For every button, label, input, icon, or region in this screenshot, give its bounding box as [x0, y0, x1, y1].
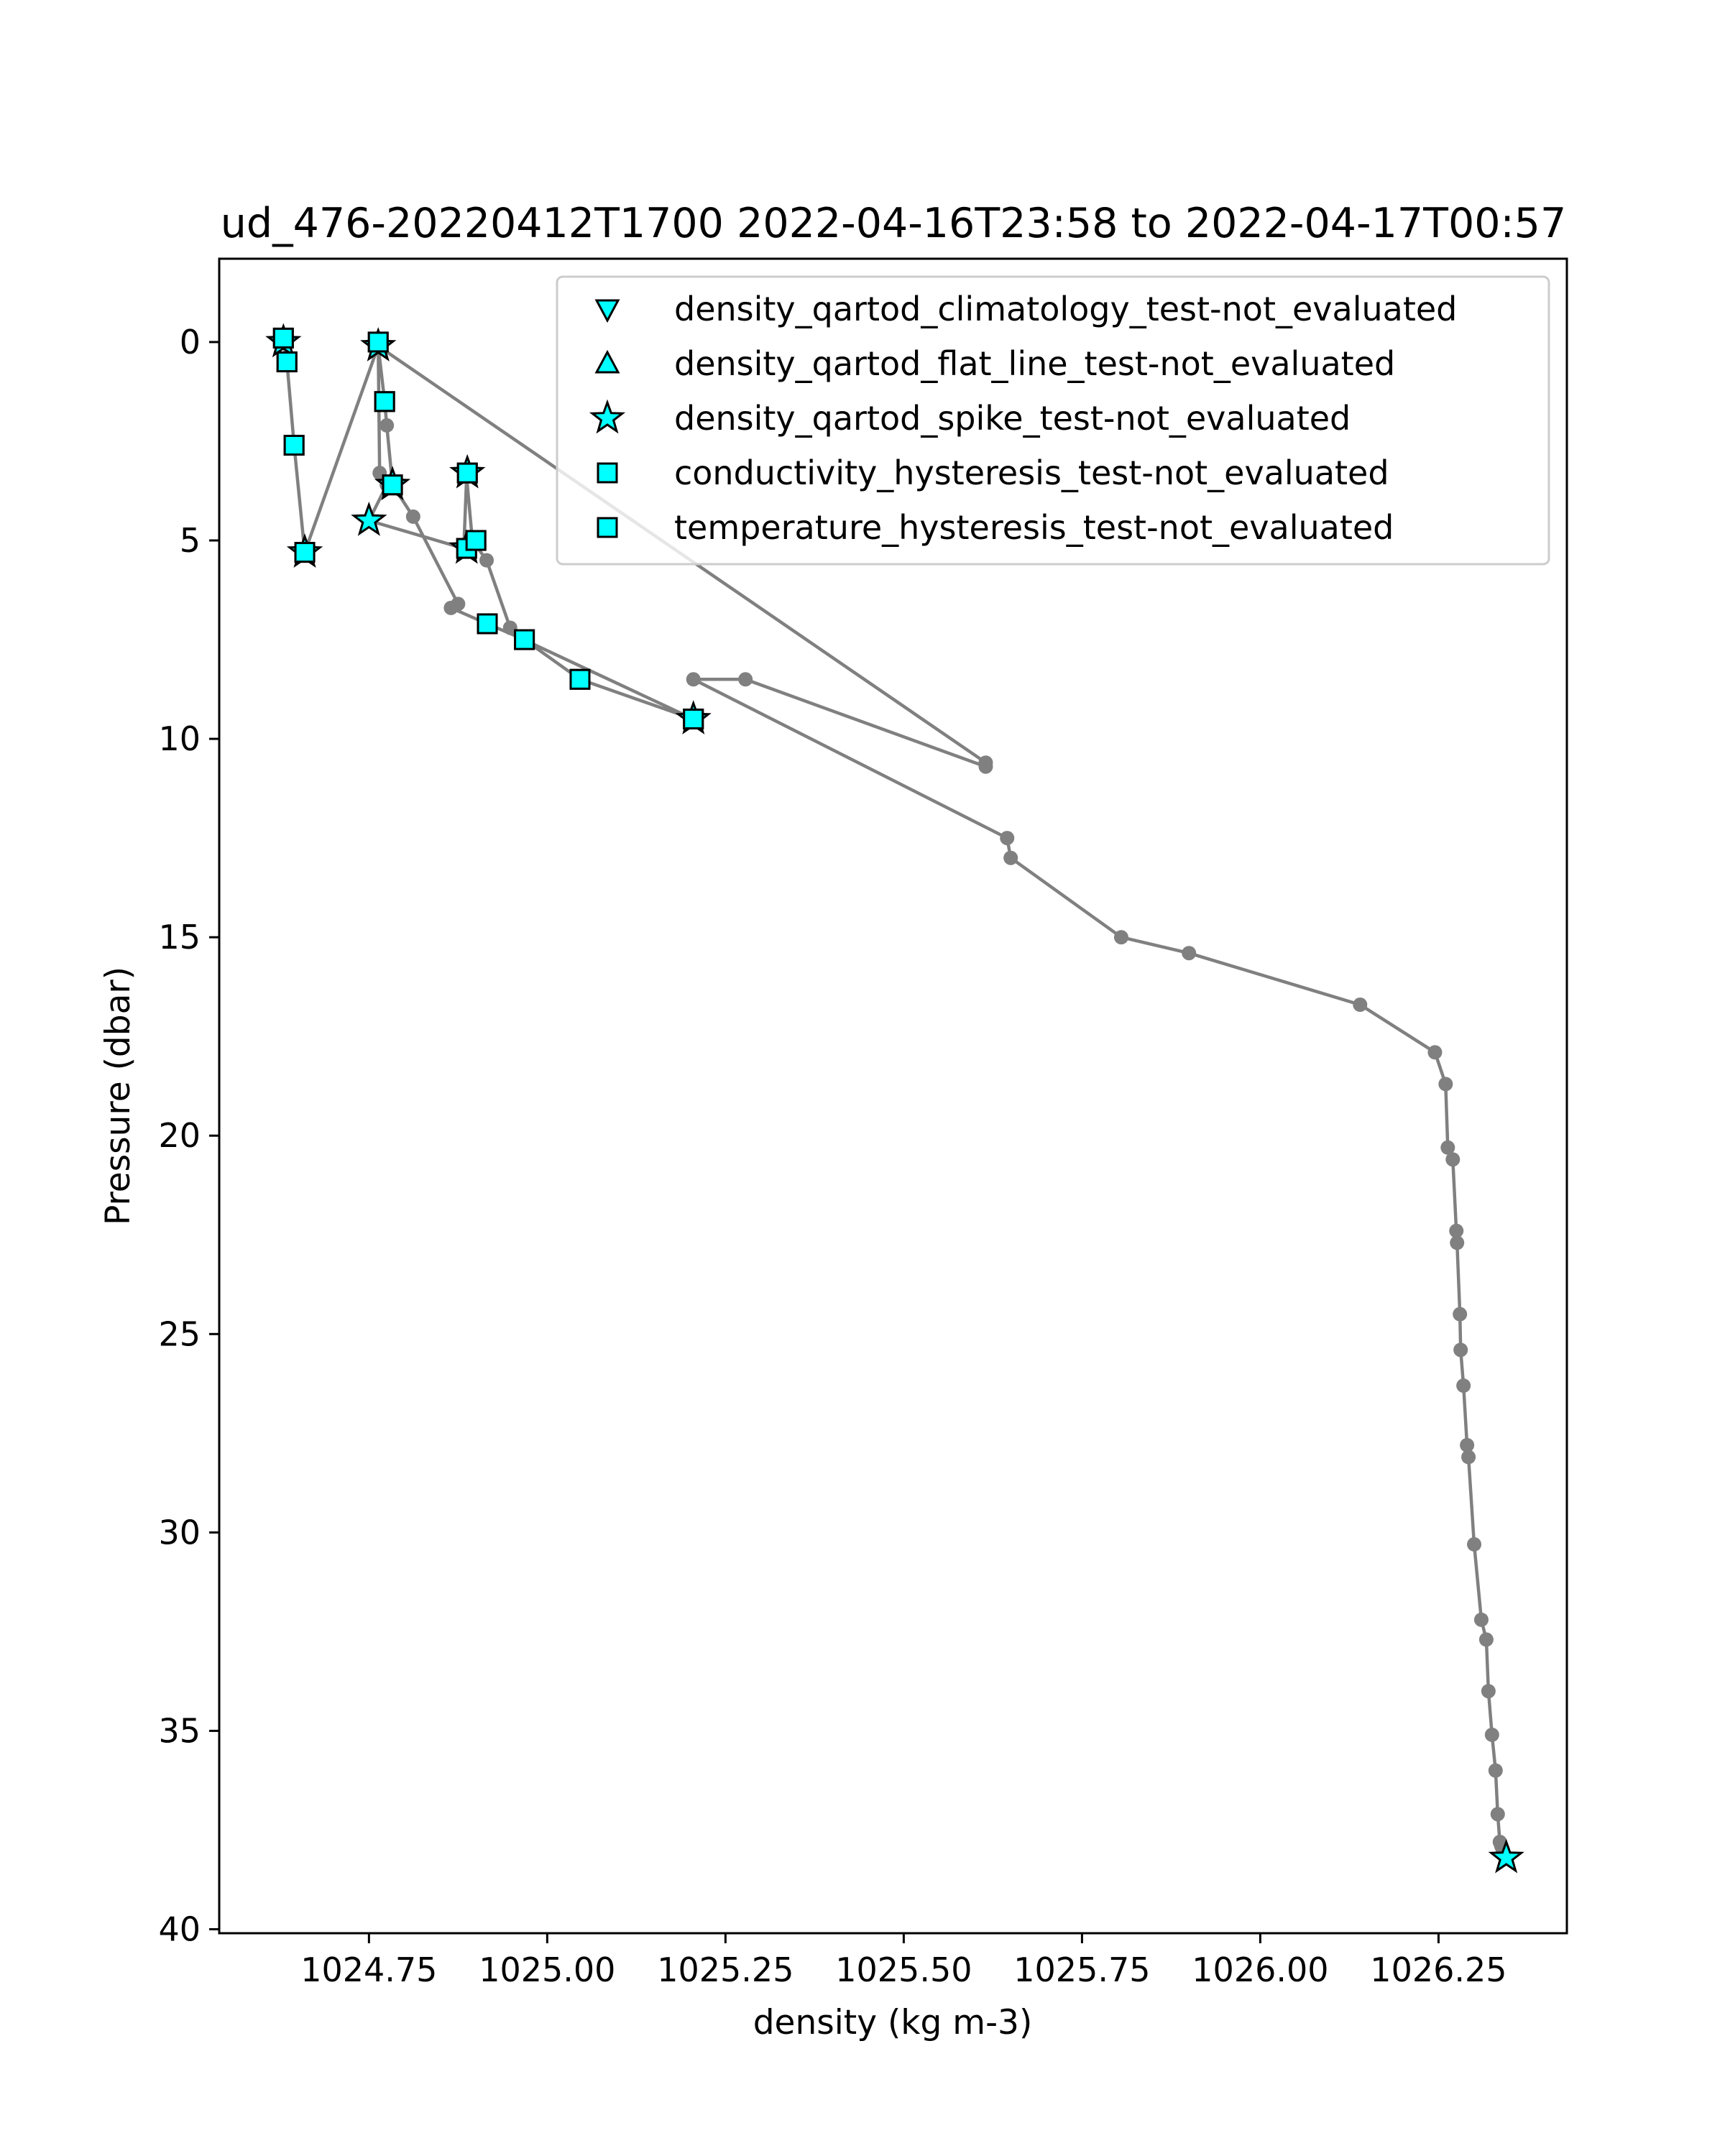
profile-point — [405, 509, 420, 524]
profile-point — [978, 759, 993, 774]
y-tick-label: 30 — [158, 1513, 201, 1552]
legend-label: density_qartod_climatology_test-not_eval… — [674, 290, 1457, 328]
series-4-marker — [683, 708, 704, 729]
profile-point — [1484, 1727, 1499, 1742]
series-4-marker — [374, 391, 395, 413]
series-4-marker — [477, 613, 498, 635]
y-tick-label: 35 — [158, 1711, 201, 1750]
y-axis-label: Pressure (dbar) — [98, 967, 138, 1225]
profile-line — [282, 341, 1508, 1859]
profile-point — [1481, 1684, 1496, 1699]
profile-point — [1478, 1632, 1494, 1647]
profile-point — [1440, 1140, 1455, 1155]
y-tick-label: 0 — [180, 323, 201, 361]
series-4-marker — [294, 542, 316, 563]
legend-marker — [594, 299, 620, 323]
profile-point — [380, 418, 395, 433]
profile-point — [1461, 1450, 1476, 1465]
x-axis: 1024.75 1025.00 1025.25 1025.50 1025.75 1026.… — [300, 1933, 1507, 1989]
profile-point — [1456, 1378, 1471, 1393]
x-tick-label: 1025.75 — [1013, 1950, 1150, 1989]
x-tick-label: 1026.25 — [1370, 1950, 1506, 1989]
legend-marker — [597, 462, 618, 484]
profile-point — [1460, 1437, 1475, 1452]
series-4-marker — [465, 530, 487, 551]
legend: density_qartod_climatology_test-not_eval… — [556, 275, 1550, 566]
legend-label: conductivity_hysteresis_test-not_evaluat… — [674, 453, 1389, 492]
chart-title: ud_476-20220412T1700 2022-04-16T23:58 to… — [221, 200, 1566, 247]
profile-point — [1353, 998, 1368, 1013]
x-tick-label: 1025.00 — [479, 1950, 615, 1989]
x-tick-label: 1025.50 — [835, 1950, 972, 1989]
profile-point — [1490, 1807, 1505, 1822]
series-2-marker — [1488, 1838, 1524, 1874]
series-4-marker — [276, 351, 298, 373]
axes-frame — [218, 257, 1568, 1935]
x-tick-label: 1026.00 — [1192, 1950, 1328, 1989]
series-4-marker — [283, 435, 305, 456]
profile-point — [1113, 930, 1128, 945]
series-4-marker — [272, 327, 294, 349]
legend-label: temperature_hysteresis_test-not_evaluate… — [674, 508, 1394, 547]
profile-point — [502, 620, 518, 635]
series-4-marker — [569, 668, 591, 690]
profile-point — [1000, 831, 1015, 846]
y-axis: 0 5 10 15 20 25 30 35 40 — [158, 323, 219, 1948]
y-tick-label: 15 — [158, 918, 201, 957]
profile-point — [1453, 1307, 1468, 1322]
profile-point — [738, 672, 753, 687]
y-tick-label: 10 — [158, 719, 201, 758]
profile-point — [1003, 850, 1018, 865]
series-4-marker — [367, 331, 389, 353]
profile-point — [1473, 1612, 1489, 1627]
profile-point — [1467, 1537, 1482, 1552]
legend-label: density_qartod_spike_test-not_evaluated — [674, 399, 1351, 438]
legend-marker — [597, 517, 618, 538]
profile-point — [1488, 1763, 1503, 1778]
profile-point — [1450, 1235, 1465, 1250]
y-tick-label: 40 — [158, 1909, 201, 1948]
y-tick-label: 5 — [180, 521, 201, 560]
profile-point — [1445, 1152, 1460, 1167]
y-tick-label: 20 — [158, 1116, 201, 1155]
profile-point — [1438, 1077, 1453, 1092]
profile-point — [1449, 1223, 1464, 1238]
profile-point — [443, 600, 459, 615]
x-tick-label: 1025.25 — [657, 1950, 794, 1989]
legend-marker — [594, 349, 620, 374]
series-4-marker — [456, 462, 478, 484]
y-tick-label: 25 — [158, 1314, 201, 1353]
series-4-marker — [382, 474, 403, 496]
profile-point — [1182, 946, 1197, 961]
legend-label: density_qartod_flat_line_test-not_evalua… — [674, 344, 1395, 383]
legend-frame — [556, 275, 1550, 566]
profile-point — [1427, 1045, 1443, 1060]
legend-marker — [589, 399, 626, 434]
profile-point — [1453, 1342, 1468, 1358]
profile-point — [686, 672, 701, 687]
x-axis-label: density (kg m-3) — [753, 2003, 1033, 2042]
profile-point — [479, 553, 494, 568]
x-tick-label: 1024.75 — [300, 1950, 437, 1989]
series-4-marker — [514, 629, 535, 650]
plot-area — [265, 323, 1524, 1874]
series-2-marker — [351, 501, 387, 536]
